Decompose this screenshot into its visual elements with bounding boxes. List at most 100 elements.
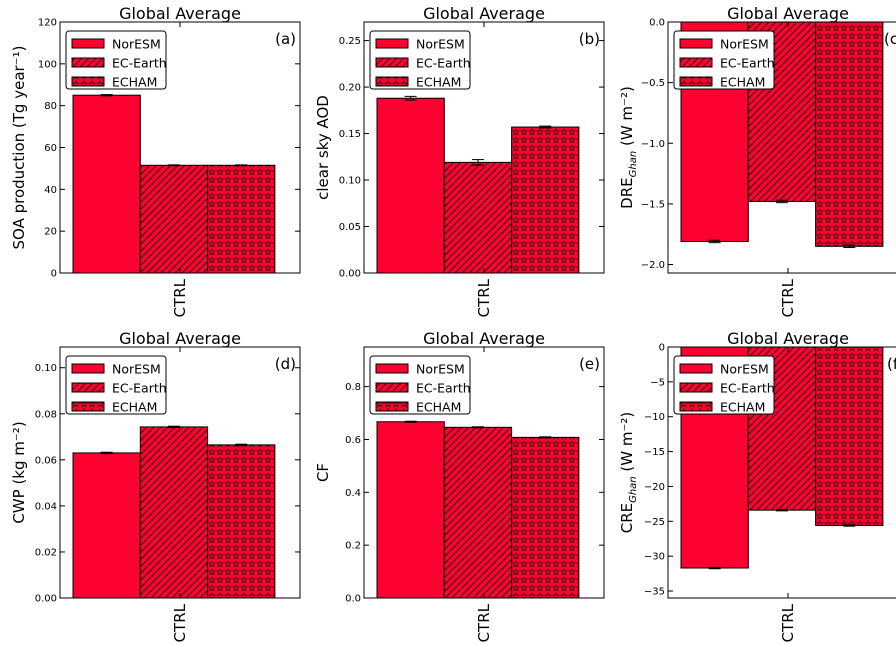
y-tick-label: 0.25 <box>339 36 361 47</box>
legend-label: NorESM <box>416 362 465 377</box>
y-tick-label: 0.04 <box>35 501 57 512</box>
legend: NorESM EC-Earth ECHAM <box>65 30 167 90</box>
legend-label: ECHAM <box>112 400 157 415</box>
chart-panel: 0 −5 −10 −15 −20 −25 −30 −35 CTRL Global Average (… <box>618 329 896 642</box>
bar-echam <box>815 21 884 247</box>
legend-swatch <box>71 76 105 87</box>
y-tick-label: 0.02 <box>35 547 57 558</box>
y-axis-label: CWP (kg m⁻²) <box>10 421 28 523</box>
x-tick-label: CTRL <box>171 603 189 642</box>
y-tick-label: −30 <box>644 552 665 563</box>
error-bar <box>539 436 552 439</box>
x-tick-label: CTRL <box>779 278 797 317</box>
y-tick-label: 0.00 <box>339 269 361 280</box>
y-tick-label: 0.4 <box>345 488 361 499</box>
legend-label: NorESM <box>720 362 769 377</box>
panel-label: (a) <box>275 30 296 48</box>
legend-swatch <box>679 76 713 87</box>
legend-swatch <box>375 401 409 412</box>
y-tick-label: 0.20 <box>339 83 361 94</box>
y-tick-label: 0.10 <box>35 363 57 374</box>
chart-title: Global Average <box>727 329 849 348</box>
legend-label: NorESM <box>112 362 161 377</box>
bar-echam <box>815 346 884 526</box>
legend-label: NorESM <box>416 37 465 52</box>
y-tick-label: −1.5 <box>641 199 665 210</box>
error-bar <box>100 451 113 455</box>
error-bar <box>775 199 788 204</box>
y-axis-label: clear sky AOD <box>314 95 332 200</box>
y-axis-label: DREGhan (W m⁻²) <box>618 86 639 209</box>
error-bar <box>404 95 417 101</box>
y-tick-label: −1.0 <box>641 139 665 150</box>
legend-label: EC-Earth <box>112 56 167 71</box>
legend-label: NorESM <box>112 37 161 52</box>
y-tick-label: 60 <box>44 143 57 154</box>
bar-noresm <box>72 94 141 274</box>
y-axis-label: SOA production (Tg year⁻¹) <box>10 46 28 250</box>
legend-swatch <box>375 363 409 374</box>
bar-echam <box>511 126 580 274</box>
y-tick-label: 0.15 <box>339 129 361 140</box>
legend-swatch <box>679 401 713 412</box>
x-tick-label: CTRL <box>475 278 493 317</box>
error-bar <box>100 94 113 97</box>
error-bar <box>404 420 417 423</box>
chart-panel: 0.00 0.05 0.10 0.15 0.20 0.25 CTRL Global Avera… <box>314 4 605 317</box>
error-bar <box>708 239 721 244</box>
legend: NorESM EC-Earth ECHAM <box>673 30 775 90</box>
y-tick-label: 40 <box>44 185 57 196</box>
error-bar <box>167 425 180 429</box>
chart-title: Global Average <box>423 329 545 348</box>
error-bar <box>471 426 484 429</box>
legend-label: ECHAM <box>720 75 765 90</box>
x-tick-label: CTRL <box>171 278 189 317</box>
y-tick-label: 0 <box>51 269 57 280</box>
y-tick-label: −15 <box>644 447 665 458</box>
y-tick-label: 0.06 <box>35 455 57 466</box>
legend-label: EC-Earth <box>112 381 167 396</box>
panel-label: (d) <box>275 355 296 373</box>
legend-label: ECHAM <box>720 400 765 415</box>
y-tick-label: 80 <box>44 101 57 112</box>
error-bar <box>775 508 788 512</box>
y-tick-label: −25 <box>644 517 665 528</box>
legend-swatch <box>71 401 105 412</box>
y-axis-label: CF <box>314 463 332 482</box>
y-tick-label: −0.5 <box>641 78 665 89</box>
panel-label: (b) <box>579 30 600 48</box>
legend-label: ECHAM <box>112 75 157 90</box>
y-tick-label: 100 <box>38 59 57 70</box>
y-tick-label: 0.0 <box>649 18 665 29</box>
bar-noresm <box>376 421 445 599</box>
error-bar <box>539 125 552 129</box>
legend-swatch <box>375 38 409 49</box>
y-tick-label: −5 <box>650 377 665 388</box>
legend: NorESM EC-Earth ECHAM <box>369 30 471 90</box>
chart-panel: 0.0 0.2 0.4 0.6 0.8 CTRL Global Average (e) CF No… <box>314 329 605 642</box>
legend-swatch <box>71 57 105 68</box>
y-tick-label: 0.2 <box>345 541 361 552</box>
bar-echam <box>207 444 276 599</box>
y-tick-label: 0.6 <box>345 435 361 446</box>
error-bar <box>471 159 484 166</box>
bar-ec-earth <box>443 426 513 599</box>
chart-panel: 0.00 0.02 0.04 0.06 0.08 0.10 CTRL Global Avera… <box>10 329 301 642</box>
legend-swatch <box>679 57 713 68</box>
error-bar <box>235 164 248 167</box>
bar-ec-earth <box>443 161 513 274</box>
chart-title: Global Average <box>119 4 241 23</box>
legend-swatch <box>375 382 409 393</box>
y-tick-label: 20 <box>44 227 57 238</box>
legend-swatch <box>375 76 409 87</box>
bar-ec-earth <box>139 164 209 274</box>
legend-label: ECHAM <box>416 400 461 415</box>
chart-title: Global Average <box>727 4 849 23</box>
legend-label: EC-Earth <box>416 56 471 71</box>
bar-noresm <box>72 452 141 599</box>
legend-label: EC-Earth <box>416 381 471 396</box>
y-tick-label: 0.05 <box>339 222 361 233</box>
legend-swatch <box>71 382 105 393</box>
chart-title: Global Average <box>119 329 241 348</box>
y-tick-label: 0 <box>659 343 665 354</box>
